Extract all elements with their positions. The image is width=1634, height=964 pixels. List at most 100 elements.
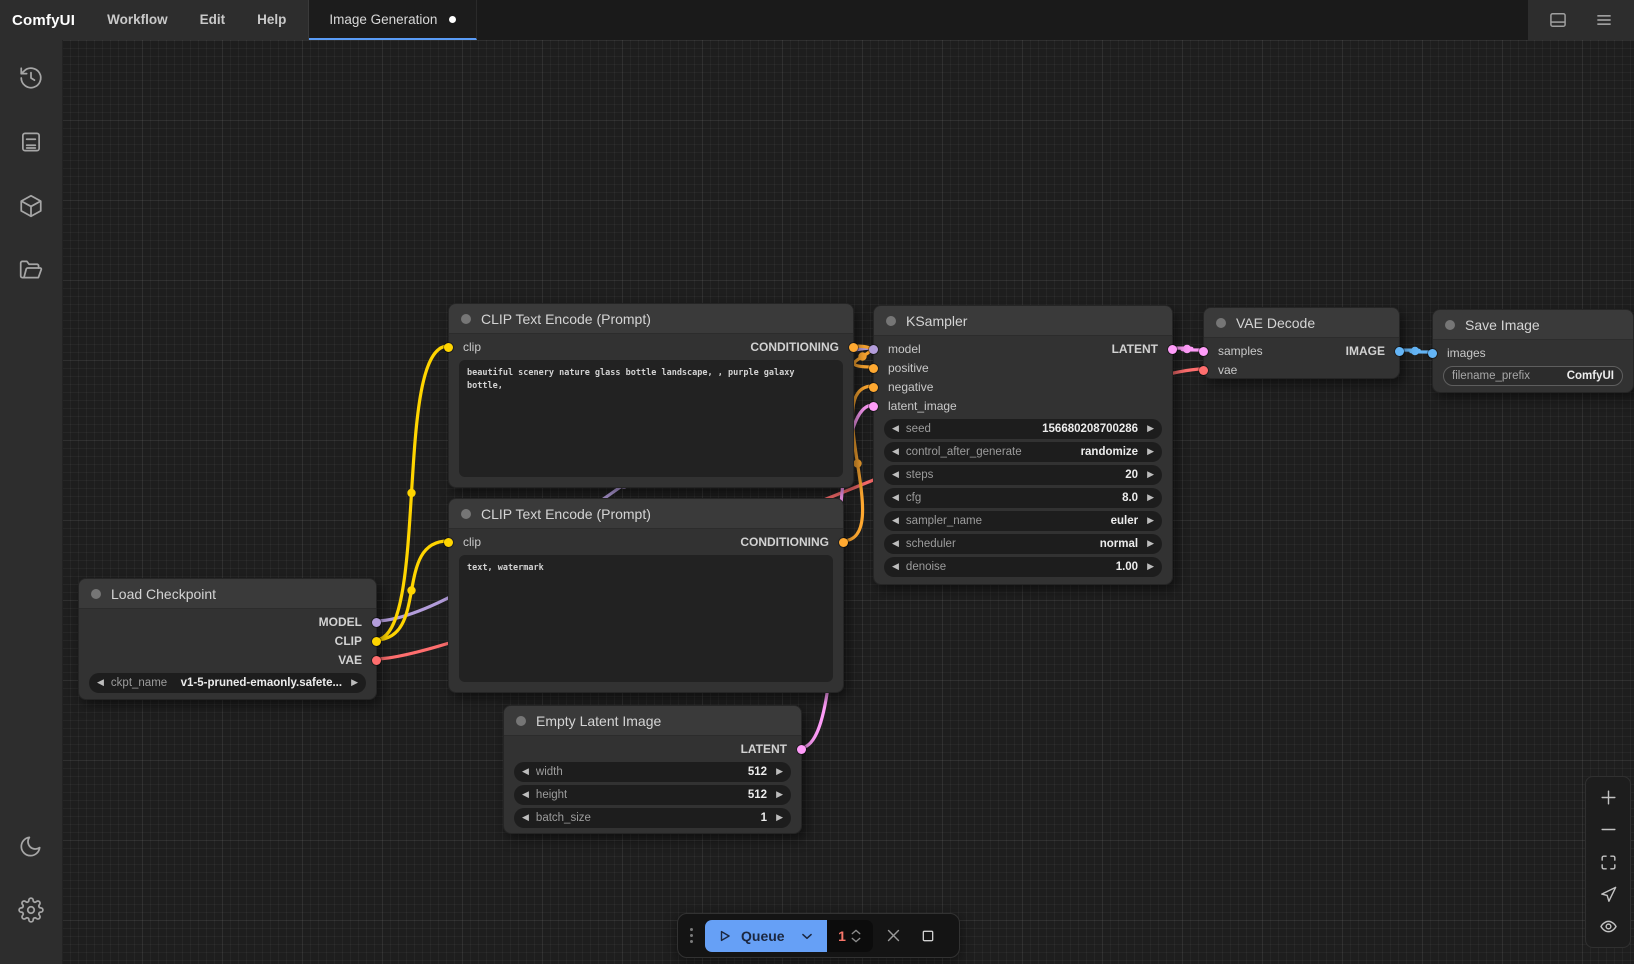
widget-next-arrow-icon[interactable]: ▶ (776, 789, 783, 800)
node-collapse-dot[interactable] (91, 588, 101, 599)
node-load-checkpoint[interactable]: Load Checkpoint MODEL CLIP VAE ◀ ckpt_name v1-… (78, 578, 381, 700)
widget-prev-arrow-icon[interactable]: ◀ (892, 515, 899, 526)
widget-next-arrow-icon[interactable]: ▶ (776, 812, 783, 823)
node-title-bar[interactable]: KSampler (874, 306, 1172, 336)
sidebar-item-node-library[interactable] (9, 184, 53, 228)
clear-queue-button[interactable] (881, 923, 907, 949)
input-port-vae[interactable] (1199, 365, 1208, 375)
prompt-textarea[interactable]: text, watermark (459, 555, 833, 682)
widget-prev-arrow-icon[interactable]: ◀ (892, 423, 899, 434)
widget-next-arrow-icon[interactable]: ▶ (1147, 538, 1154, 549)
node-title-bar[interactable]: Save Image (1433, 310, 1633, 340)
node-clip-negative[interactable]: CLIP Text Encode (Prompt) clip CONDITIONIN… (444, 498, 848, 693)
node-empty-latent[interactable]: Empty Latent Image LATENT ◀ width 512 ▶ ◀ heigh… (503, 705, 806, 834)
zoom-out-button[interactable] (1586, 813, 1630, 845)
node-collapse-dot[interactable] (1445, 319, 1455, 330)
output-port-model[interactable] (372, 617, 381, 627)
widget-denoise[interactable]: ◀ denoise 1.00 ▶ (884, 557, 1162, 577)
output-port-latent[interactable] (797, 744, 806, 754)
widget-width[interactable]: ◀ width 512 ▶ (514, 762, 791, 782)
widget-steps[interactable]: ◀ steps 20 ▶ (884, 465, 1162, 485)
node-title-bar[interactable]: Empty Latent Image (504, 706, 801, 736)
input-port-samples[interactable] (1199, 346, 1208, 356)
widget-ckpt-name[interactable]: ◀ ckpt_name v1-5-pruned-emaonly.safete... ▶ (89, 673, 366, 693)
widget-height[interactable]: ◀ height 512 ▶ (514, 785, 791, 805)
sidebar-item-workflows[interactable] (9, 248, 53, 292)
output-port-conditioning[interactable] (849, 342, 858, 352)
widget-prev-arrow-icon[interactable]: ◀ (522, 789, 529, 800)
batch-count-input[interactable]: 1 (826, 919, 873, 952)
widget-next-arrow-icon[interactable]: ▶ (1147, 469, 1154, 480)
widget-seed[interactable]: ◀ seed 156680208700286 ▶ (884, 419, 1162, 439)
select-mode-button[interactable] (1586, 878, 1630, 910)
queue-button[interactable]: Queue (705, 919, 827, 952)
widget-next-arrow-icon[interactable]: ▶ (1147, 515, 1154, 526)
input-port-latent-image[interactable] (869, 401, 878, 411)
batch-count-stepper[interactable] (851, 928, 861, 943)
menu-item-edit[interactable]: Edit (199, 12, 226, 27)
widget-value: 20 (1125, 469, 1139, 481)
zoom-in-button[interactable] (1586, 781, 1630, 813)
prompt-textarea[interactable]: beautiful scenery nature glass bottle la… (459, 360, 843, 477)
widget-prev-arrow-icon[interactable]: ◀ (892, 492, 899, 503)
widget-next-arrow-icon[interactable]: ▶ (351, 677, 358, 688)
widget-prev-arrow-icon[interactable]: ◀ (97, 677, 104, 688)
node-collapse-dot[interactable] (516, 715, 526, 726)
menu-item-workflow[interactable]: Workflow (107, 12, 168, 27)
widget-prev-arrow-icon[interactable]: ◀ (522, 766, 529, 777)
input-port-model[interactable] (869, 344, 878, 354)
node-collapse-dot[interactable] (461, 313, 471, 324)
widget-next-arrow-icon[interactable]: ▶ (1147, 423, 1154, 434)
widget-batch-size[interactable]: ◀ batch_size 1 ▶ (514, 808, 791, 828)
widget-prev-arrow-icon[interactable]: ◀ (892, 446, 899, 457)
node-clip-positive[interactable]: CLIP Text Encode (Prompt) clip CONDITIONIN… (444, 303, 858, 488)
sidebar-item-theme-toggle[interactable] (9, 824, 53, 868)
unsaved-changes-dot (449, 15, 457, 23)
widget-prev-arrow-icon[interactable]: ◀ (892, 561, 899, 572)
input-port-images[interactable] (1428, 348, 1437, 358)
node-title-bar[interactable]: VAE Decode (1204, 308, 1399, 338)
widget-next-arrow-icon[interactable]: ▶ (776, 766, 783, 777)
sidebar-item-history[interactable] (9, 56, 53, 100)
widget-sampler-name[interactable]: ◀ sampler_name euler ▶ (884, 511, 1162, 531)
node-collapse-dot[interactable] (886, 315, 896, 326)
output-port-conditioning[interactable] (839, 537, 848, 547)
output-port-vae[interactable] (372, 655, 381, 665)
output-port-image[interactable] (1395, 346, 1404, 356)
fit-view-button[interactable] (1586, 846, 1630, 878)
widget-next-arrow-icon[interactable]: ▶ (1147, 492, 1154, 503)
widget-cfg[interactable]: ◀ cfg 8.0 ▶ (884, 488, 1162, 508)
tab-image-generation[interactable]: Image Generation (309, 0, 478, 40)
menu-item-help[interactable]: Help (257, 12, 287, 27)
node-collapse-dot[interactable] (461, 508, 471, 519)
widget-filename-prefix[interactable]: filename_prefix ComfyUI (1443, 366, 1623, 386)
queue-drag-handle-icon[interactable] (688, 924, 695, 947)
node-collapse-dot[interactable] (1216, 317, 1226, 328)
toggle-link-visibility-button[interactable] (1586, 911, 1630, 943)
widget-prev-arrow-icon[interactable]: ◀ (522, 812, 529, 823)
node-title-bar[interactable]: CLIP Text Encode (Prompt) (449, 499, 843, 529)
sidebar-item-queue-log[interactable] (9, 120, 53, 164)
widget-prev-arrow-icon[interactable]: ◀ (892, 469, 899, 480)
output-port-clip[interactable] (372, 636, 381, 646)
node-canvas[interactable] (62, 40, 1634, 964)
node-save-image[interactable]: Save Image images filename_prefix ComfyUI (1428, 309, 1634, 393)
input-port-clip[interactable] (444, 342, 453, 352)
widget-prev-arrow-icon[interactable]: ◀ (892, 538, 899, 549)
node-vae-decode[interactable]: VAE Decode samples vae IMAGE (1199, 307, 1404, 379)
input-port-negative[interactable] (869, 382, 878, 392)
panel-bottom-toggle-button[interactable] (1548, 10, 1568, 30)
node-title-bar[interactable]: Load Checkpoint (79, 579, 376, 609)
output-port-latent[interactable] (1168, 344, 1177, 354)
main-menu-button[interactable] (1594, 10, 1614, 30)
widget-next-arrow-icon[interactable]: ▶ (1147, 446, 1154, 457)
interrupt-button[interactable] (915, 923, 941, 949)
input-port-positive[interactable] (869, 363, 878, 373)
widget-next-arrow-icon[interactable]: ▶ (1147, 561, 1154, 572)
node-ksampler[interactable]: KSampler model positive negative latent_imag… (869, 305, 1177, 585)
widget-control-after-generate[interactable]: ◀ control_after_generate randomize ▶ (884, 442, 1162, 462)
sidebar-item-settings[interactable] (9, 888, 53, 932)
input-port-clip[interactable] (444, 537, 453, 547)
widget-scheduler[interactable]: ◀ scheduler normal ▶ (884, 534, 1162, 554)
node-title-bar[interactable]: CLIP Text Encode (Prompt) (449, 304, 853, 334)
